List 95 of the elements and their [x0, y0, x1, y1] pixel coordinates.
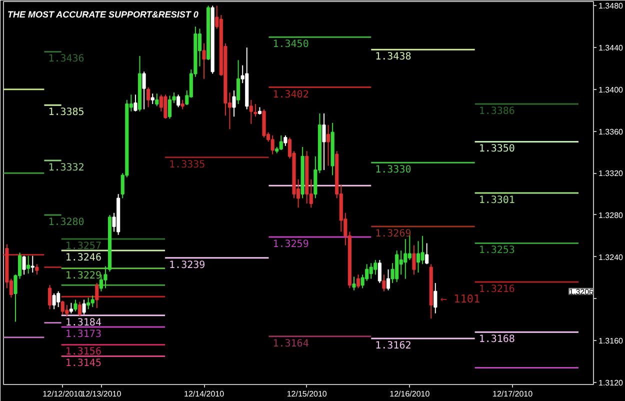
series-label: 1.3239 — [169, 260, 206, 271]
series-label: 1.3145 — [65, 358, 102, 370]
candlestick — [176, 94, 180, 108]
candlestick — [434, 282, 438, 314]
candlestick — [399, 250, 403, 276]
candlestick — [326, 124, 330, 166]
series-label: 1.3164 — [272, 338, 309, 350]
text: THE MOST ACCURATE SUPPORT&RESIST 0 — [8, 10, 198, 20]
series-label: 1.3385 — [48, 107, 84, 118]
series-label: 1.3184 — [65, 317, 102, 328]
y-tick-label: 1.3480 — [598, 2, 624, 11]
candlestick — [412, 244, 416, 276]
candlestick — [142, 71, 146, 110]
series-label: 1.3386 — [478, 106, 515, 118]
series-label: 1.3246 — [65, 252, 102, 264]
annotation: 1.3206 — [569, 287, 594, 296]
candlestick — [382, 274, 386, 292]
candlestick — [69, 302, 73, 314]
series-label: 1.3332 — [48, 162, 84, 174]
series-label: 1.3173 — [65, 328, 102, 340]
series-label: 1.3301 — [478, 195, 515, 206]
candlestick — [249, 99, 253, 124]
series-label: 1.3257 — [65, 241, 102, 252]
candlestick — [56, 290, 60, 308]
candlestick — [26, 255, 30, 274]
candlestick — [48, 284, 52, 310]
x-tick-label: 12/17/2010 — [492, 390, 534, 398]
candlestick — [78, 301, 82, 317]
candlestick — [254, 104, 258, 118]
candlestick — [52, 292, 56, 310]
candlestick — [150, 93, 154, 105]
series-label: 1.3330 — [375, 164, 412, 176]
candlestick — [60, 300, 64, 315]
y-tick-label: 1.3120 — [598, 378, 624, 388]
series-label: 1.3168 — [478, 334, 515, 346]
candlestick — [155, 93, 159, 107]
series-label: 1.3162 — [375, 340, 412, 352]
series-label: 1.3402 — [272, 89, 309, 100]
x-tick-label: 12/15/2010 — [286, 390, 328, 398]
candlestick — [82, 299, 86, 315]
candlestick — [22, 255, 26, 276]
x-tick-label: 12/16/2010 — [390, 390, 430, 398]
candlestick — [74, 299, 78, 312]
series-label: 1.3450 — [272, 39, 309, 50]
candlestick — [279, 134, 283, 151]
series-label: 1.3436 — [48, 54, 84, 65]
candlestick — [95, 282, 99, 309]
x-tick-label: 12/14/2010 — [184, 390, 225, 398]
series-label: 1.3216 — [478, 284, 515, 295]
series-label: 1.3269 — [375, 228, 412, 240]
candlestick — [30, 255, 34, 274]
series-label: 1.3280 — [48, 216, 84, 228]
candlestick — [236, 60, 240, 105]
y-tick-label: 1.3400 — [598, 85, 624, 94]
candlestick — [180, 99, 184, 110]
series-label: 1.3259 — [272, 238, 309, 250]
candlestick — [416, 240, 420, 274]
candlestick — [270, 134, 274, 155]
y-tick-label: 1.3360 — [598, 127, 624, 136]
series-label: 1.3229 — [65, 270, 102, 282]
series-label: 1.3156 — [65, 346, 102, 358]
candlestick — [369, 262, 373, 280]
candlestick — [420, 235, 424, 265]
candlestick — [134, 94, 138, 112]
candlestick — [164, 94, 168, 120]
y-tick-label: 1.3440 — [598, 44, 624, 53]
candlestick — [365, 264, 369, 282]
annotation: ← 1101 — [440, 292, 480, 306]
candlestick — [146, 86, 150, 108]
candlestick — [378, 259, 382, 284]
candlestick — [356, 274, 360, 289]
candlestick — [352, 276, 356, 291]
candlestick — [404, 238, 408, 280]
y-tick-label: 1.3280 — [598, 210, 624, 220]
y-tick-label: 1.3160 — [598, 336, 624, 346]
x-tick-label: 12/13/2010 — [81, 390, 122, 398]
candlestick — [425, 242, 429, 265]
candlestick — [90, 295, 94, 308]
y-tick-label: 1.3320 — [598, 169, 624, 178]
candlestick — [284, 134, 288, 146]
series-label: 1.3438 — [375, 52, 412, 63]
candlestick — [386, 268, 390, 291]
candlestick — [374, 259, 378, 276]
candlestick — [104, 266, 108, 289]
candlestick — [86, 297, 90, 310]
candlestick — [65, 304, 69, 317]
series-label: 1.3350 — [478, 144, 515, 155]
candlestick — [202, 42, 206, 80]
series-label: 1.3335 — [169, 159, 206, 170]
candlestick — [322, 112, 326, 170]
y-tick-label: 1.3240 — [598, 252, 624, 262]
candlestick — [232, 90, 236, 118]
series-label: 1.3253 — [478, 245, 515, 256]
candlestick — [35, 264, 39, 276]
candlestick — [168, 95, 172, 120]
